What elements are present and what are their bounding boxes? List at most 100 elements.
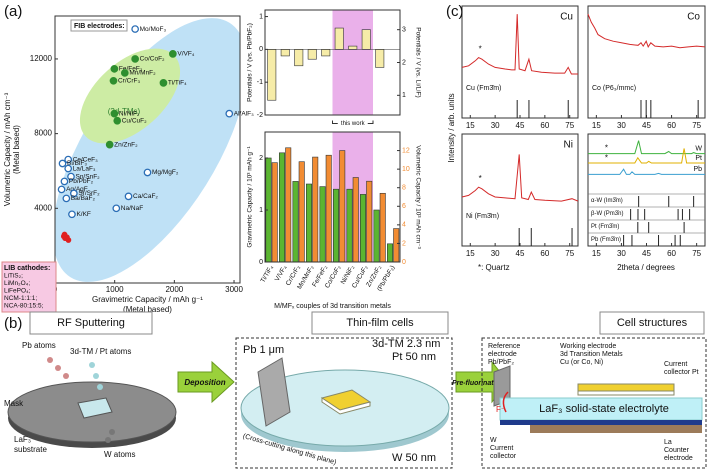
legend-title: LIB cathodes: [4,265,50,272]
subplot-title: Co [687,12,700,23]
y2-tick-label: 12 [402,147,410,154]
label: W [490,437,497,444]
pattern [588,168,705,175]
box-title: Cell structures [617,317,688,329]
point-label: Ca/CaF₂ [133,193,158,200]
bar [375,49,385,68]
y-axis-label: Gravimetric Capacity / 10³ mAh g⁻¹ [247,146,254,248]
y-tick-label: 0 [259,259,263,266]
fluoride-arrow [502,391,509,413]
mark: * [479,174,482,183]
bar [267,49,277,101]
annotation: (3d-TMs) [108,107,141,116]
working-electrode [577,383,675,392]
plot-frame [587,133,706,247]
legend-item: LiFePO₄; [4,288,31,295]
y-tick-label: 12000 [30,54,53,63]
point-label: Pb/PbF₂ [69,178,94,185]
box-title: Thin-film cells [346,317,414,329]
point-label: Ba/BaF₂ [71,195,96,202]
arrow-label: Pre-fluorination [452,380,504,387]
x-tick-label: 30 [491,121,500,130]
point [131,25,139,33]
mask-window [77,397,113,419]
fib-region [55,18,240,282]
point [58,159,67,168]
tm-region [79,48,181,144]
note: *: Quartz [478,263,510,272]
reference-label: Pb (Fm3̄m) [591,237,621,243]
label: LaF₃ solid-state electrolyte [539,403,669,415]
point-label: Cu/CuF₂ [122,117,147,124]
bar [348,45,358,50]
pattern [461,154,579,202]
x-tick-label: 1000 [106,285,124,294]
title-box [29,311,153,335]
y-tick-label: 2 [259,155,263,162]
point-label: Na/NaF [121,205,143,212]
x-tick-label: 45 [642,121,651,130]
pattern [587,13,706,49]
mark: * [605,144,608,153]
bar [271,162,278,263]
x-tick-label: 2000 [165,285,183,294]
y2-tick-label: 2 [402,59,406,66]
x-tick-label: 45 [642,249,651,258]
point [159,78,168,87]
point-label: Zn/ZnF₂ [114,141,138,148]
thin-film: Thin-film cells Pb 1 μm 3d-TM 2.3 nm Pt … [235,311,453,469]
point [105,140,114,149]
pattern [588,148,705,164]
bar [360,194,367,263]
plot-frame [54,15,241,284]
x-tick-label: 75 [692,121,701,130]
x-axis-label: Gravimetric Capacity / mAh g⁻¹ [92,295,203,304]
reference-label: Pt (Fm3̄m) [591,224,619,230]
point-label: V/VF₄ [177,51,194,58]
label: F⁻ [496,405,505,414]
phase-label: Ni (Fm3̄m) [466,213,499,220]
point-label: Sn/SnF₂ [75,173,100,180]
atom [93,373,99,379]
legend-item: NCA-80:15:5; [4,303,44,310]
bar [346,188,353,263]
y-tick-label: -1 [257,79,263,86]
x-tick-label: 75 [692,249,701,258]
point-label: Mo/MoF₃ [140,26,167,33]
point [60,177,69,186]
label: substrate [14,445,47,454]
title-box [311,311,449,335]
y2-tick-label: 10 [402,166,410,173]
point-label: Cr/CrF₃ [118,78,140,85]
atom [63,373,69,379]
plot-frame [587,5,706,119]
bar [298,161,305,263]
point [64,164,73,173]
label: electrode [488,351,517,358]
point [169,50,177,58]
label: Working electrode [560,343,616,350]
point-label: Ag/AgF [66,186,88,193]
reference-label: β-W (Pm3̄n) [591,211,623,217]
charts: 0 1000 2000 3000 0 4000 8000 12000 Gravimetric C… [1,5,706,314]
panel-label: (b) [4,315,22,332]
bar [387,243,394,263]
point [67,172,75,181]
subplot-title: Ni [564,140,573,151]
frame [235,337,453,469]
arrow-label: Deposition [184,378,225,387]
x-tick-label: 15 [592,249,601,258]
bar [334,27,344,50]
point [68,210,76,219]
series-label: Pb [693,166,702,173]
label: W atoms [104,450,136,459]
point [112,204,121,213]
x-tick-label: 75 [565,249,574,258]
atom [55,365,61,371]
label: 3d-TM 2.3 nm [372,338,440,350]
point-label: La/LaF₃ [73,165,96,172]
box-title: RF Sputtering [57,317,125,329]
bar [312,156,319,263]
label: Pb atoms [22,341,56,350]
